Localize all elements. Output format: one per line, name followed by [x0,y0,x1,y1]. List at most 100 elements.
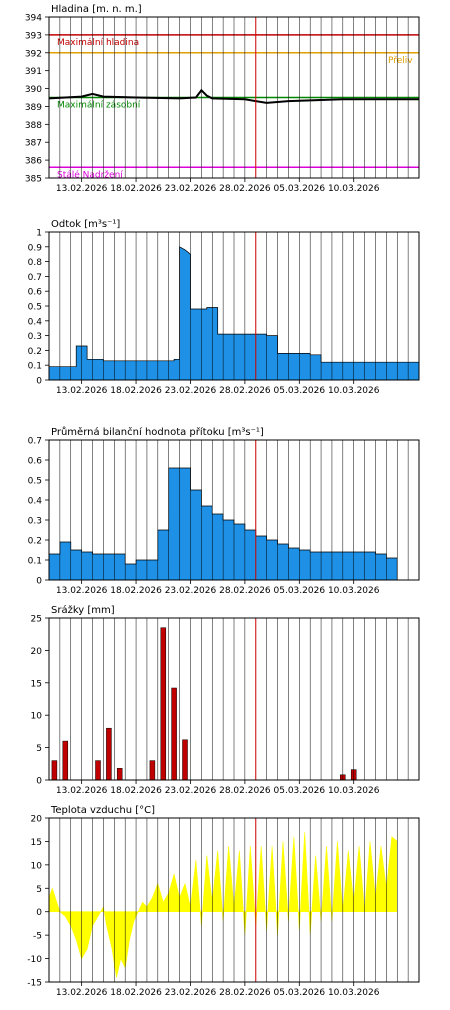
y-tick-label: 0.2 [28,347,42,357]
y-tick-label: 389 [25,103,42,113]
x-date-label: 23.02.2026 [165,786,217,796]
y-tick-label: 20 [31,647,43,657]
chart-panel-3: Průměrná bilanční hodnota přítoku [m³s⁻¹… [28,426,420,596]
chart-title: Odtok [m³s⁻¹] [51,219,120,230]
y-tick-label: 0 [36,908,42,918]
precip-bar [116,768,123,781]
plot-frame [48,439,420,581]
plot-frame [48,617,420,781]
y-tick-label: 0.4 [28,497,43,507]
precip-bar [95,760,101,781]
chart-panel-4: Srážky [mm] 0 5 10 15 20 25 13.02.2026 18.02.202… [31,604,420,796]
chart-panel-5: Teplota vzduchu [°C] -15 -10 -5 0 5 10 15 20 13.0… [27,805,420,998]
precip-bar [149,760,156,781]
x-date-label: 13.02.2026 [56,988,108,998]
precip-bar [171,687,177,781]
chart-title: Průměrná bilanční hodnota přítoku [m³s⁻¹… [51,426,264,438]
x-date-label: 23.02.2026 [165,988,217,998]
x-date-label: 05.03.2026 [274,586,326,596]
y-tick-label: -15 [27,979,42,989]
y-tick-label: 393 [25,31,42,41]
x-date-label: 28.02.2026 [219,184,271,194]
level-label: Maximální hladina [57,38,139,48]
x-date-label: 23.02.2026 [165,386,217,396]
x-date-label: 18.02.2026 [110,786,162,796]
y-tick-label: 0 [36,377,42,387]
y-tick-label: 387 [25,139,42,149]
y-tick-label: 0.1 [28,362,42,372]
y-tick-label: 0.6 [28,457,43,467]
y-tick-label: -5 [33,932,42,942]
precip-bar [51,760,58,781]
y-tick-label: 390 [25,85,42,95]
x-date-label: 13.02.2026 [56,386,108,396]
x-date-label: 10.03.2026 [328,386,380,396]
y-tick-label: 5 [36,885,42,895]
x-date-label: 23.02.2026 [165,586,217,596]
x-date-label: 10.03.2026 [328,786,380,796]
y-tick-label: 10 [31,861,43,871]
precip-bar [106,727,112,781]
x-date-label: 13.02.2026 [56,786,108,796]
x-date-label: 18.02.2026 [110,586,162,596]
x-date-label: 23.02.2026 [165,184,217,194]
y-tick-label: 0.7 [28,437,42,447]
x-date-label: 28.02.2026 [219,988,271,998]
y-tick-label: 0.4 [28,317,43,327]
plot-frame [48,817,420,983]
level-label: Maximální zásobní [57,101,141,111]
y-tick-label: 0.9 [28,243,43,253]
y-tick-label: 0.2 [28,537,42,547]
series-area [48,832,398,978]
chart-title: Teplota vzduchu [°C] [50,805,155,816]
y-tick-label: 20 [31,815,43,825]
y-tick-label: 385 [25,175,42,185]
x-date-label: 05.03.2026 [274,988,326,998]
y-tick-label: 0.8 [28,258,43,268]
y-tick-label: 0.5 [28,303,42,313]
plot-frame [48,16,420,179]
y-tick-label: 15 [31,838,42,848]
x-date-label: 18.02.2026 [110,184,162,194]
x-date-label: 13.02.2026 [56,184,108,194]
chart-panel-1: Hladina [m. n. m.] Maximální hladina Přeli… [25,4,420,194]
x-date-label: 05.03.2026 [274,786,326,796]
x-date-label: 13.02.2026 [56,586,108,596]
y-tick-label: 0.3 [28,332,42,342]
y-tick-label: 392 [25,49,42,59]
precip-bar [182,739,188,781]
y-tick-label: 0.5 [28,477,42,487]
x-date-label: 28.02.2026 [219,586,271,596]
chart-title: Hladina [m. n. m.] [51,4,142,15]
x-date-label: 10.03.2026 [328,988,380,998]
y-tick-label: 0 [36,577,42,587]
y-tick-label: -10 [27,955,42,965]
x-date-label: 05.03.2026 [274,386,326,396]
y-tick-label: 386 [25,157,42,167]
x-date-label: 10.03.2026 [328,184,380,194]
y-tick-label: 0.6 [28,288,43,298]
x-date-label: 18.02.2026 [110,386,162,396]
y-tick-label: 388 [25,121,42,131]
x-date-label: 18.02.2026 [110,988,162,998]
y-tick-label: 0.1 [28,557,42,567]
y-tick-label: 10 [31,712,43,722]
y-tick-label: 25 [31,615,42,625]
level-label: Přeliv [388,56,413,66]
x-date-label: 28.02.2026 [219,386,271,396]
precip-bar [62,740,69,781]
precip-bar [160,627,167,781]
y-tick-label: 0.7 [28,273,42,283]
x-date-label: 05.03.2026 [274,184,326,194]
y-tick-label: 5 [36,744,42,754]
x-date-label: 28.02.2026 [219,786,271,796]
y-tick-label: 391 [25,67,42,77]
y-tick-label: 394 [25,14,42,24]
chart-title: Srážky [mm] [51,604,115,616]
y-tick-label: 0 [36,777,42,787]
y-tick-label: 1 [36,229,42,239]
x-date-label: 10.03.2026 [328,586,380,596]
chart-panel-2: Odtok [m³s⁻¹] 0 0.1 0.2 0.3 0.4 0.5 0.6 0.7 0.8 0.… [28,219,420,396]
level-label: Stálé Nadržení [57,169,123,180]
